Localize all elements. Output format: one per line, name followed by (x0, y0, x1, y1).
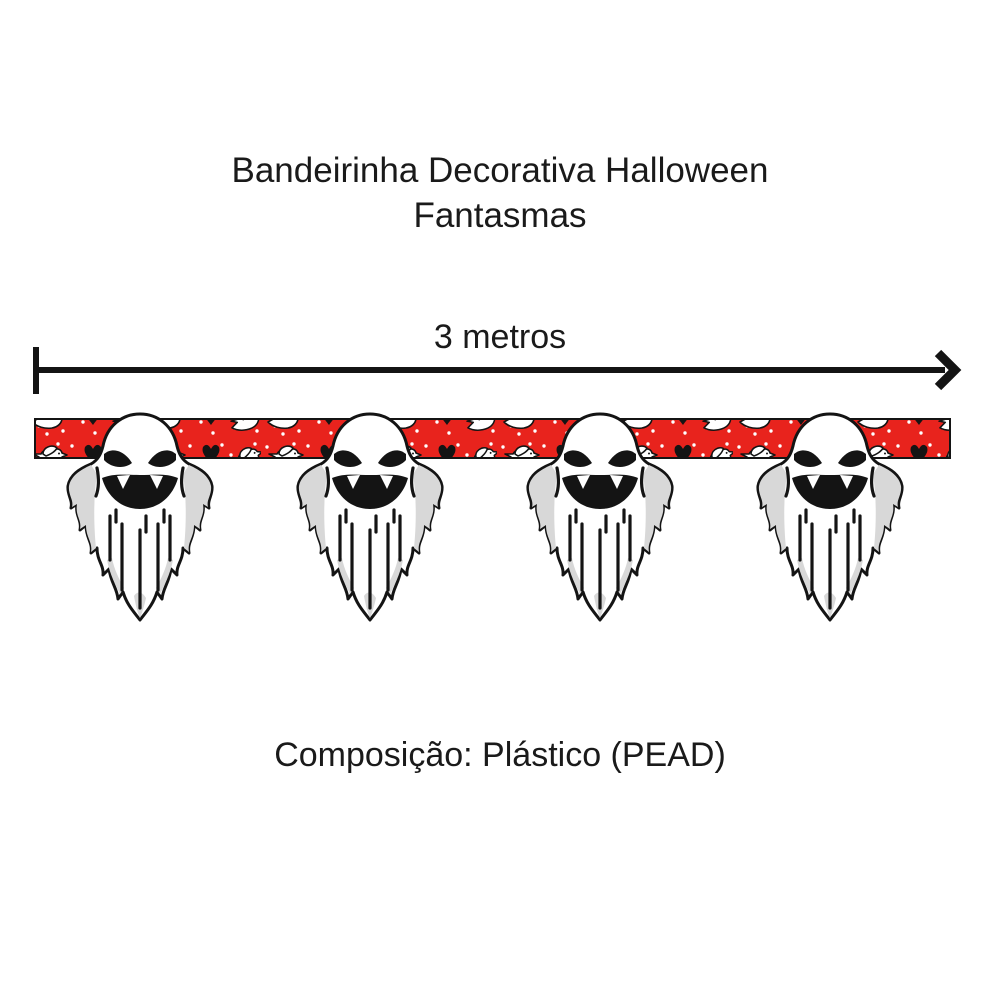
composition-text: Composição: Plástico (PEAD) (274, 736, 726, 774)
product-title: Bandeirinha Decorativa Halloween Fantasm… (0, 148, 1000, 238)
halloween-banner (34, 412, 951, 622)
length-arrow (33, 347, 962, 394)
product-title-line1: Bandeirinha Decorativa Halloween (231, 151, 769, 190)
length-label: 3 metros (433, 318, 567, 356)
arrow-line (33, 367, 945, 373)
arrow-head-icon (934, 349, 962, 391)
product-title-line2: Fantasmas (413, 196, 587, 235)
